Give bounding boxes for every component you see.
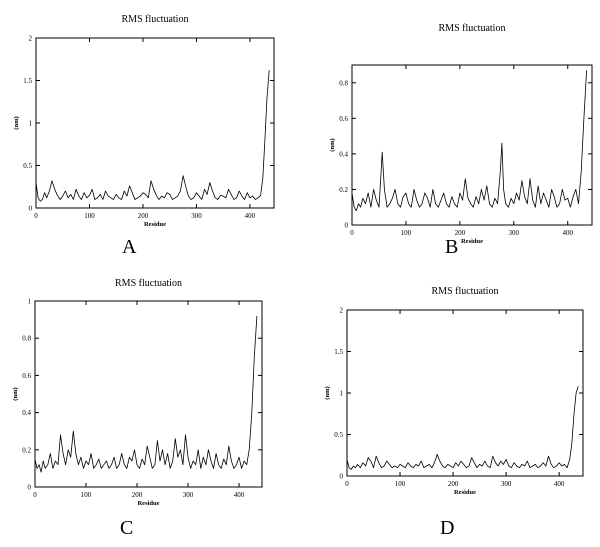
y-tick-label-c: 0.2 — [22, 446, 31, 454]
rmsf-chart-b: RMS fluctuation 0 100 200 300 400 0 0.2 0.4 0.6 0.… — [329, 23, 593, 245]
y-tick-label-a: 0.5 — [23, 162, 32, 170]
chart-title-d: RMS fluctuation — [432, 286, 499, 297]
y-axis-label-a: (nm) — [13, 116, 20, 129]
plot-frame-a — [35, 37, 275, 209]
x-tick-label-a: 0 — [34, 212, 38, 220]
x-tick-label-c: 0 — [33, 491, 37, 499]
y-tick-label-c: 0 — [28, 484, 32, 492]
panel-label-d: D — [440, 517, 455, 539]
rmsf-chart-c: RMS fluctuation 0 100 200 300 400 0 0.2 0.4 0.6 0.… — [12, 278, 263, 507]
x-tick-label-c: 300 — [183, 491, 194, 499]
x-axis-label-c: Residue — [137, 500, 159, 507]
y-tick-label-d: 1.5 — [334, 348, 343, 356]
rmsf-chart-a: RMS fluctuation 0 100 200 300 400 0 0.5 1 1.5 2 Res… — [13, 14, 275, 228]
y-tick-label-d: 1 — [340, 390, 344, 398]
y-axis-label-b: (nm) — [329, 138, 336, 151]
y-tick-label-d: 2 — [340, 307, 344, 315]
x-tick-label-c: 200 — [132, 491, 143, 499]
x-tick-label-b: 400 — [562, 229, 573, 237]
x-tick-label-b: 200 — [455, 229, 466, 237]
panel-label-b: B — [445, 236, 459, 258]
chart-panel-a: RMS fluctuation 0 100 200 300 400 0 0.5 1 1.5 2 Res… — [0, 0, 300, 265]
y-axis-label-c: (nm) — [12, 387, 19, 400]
x-tick-label-a: 300 — [191, 212, 202, 220]
y-tick-label-c: 1 — [28, 298, 32, 306]
y-tick-label-d: 0.5 — [334, 431, 343, 439]
x-tick-label-c: 400 — [234, 491, 245, 499]
x-tick-label-d: 300 — [501, 480, 512, 488]
y-axis-label-d: (nm) — [324, 386, 331, 399]
x-axis-label-d: Residue — [454, 489, 476, 496]
plot-frame-b — [351, 64, 593, 226]
x-tick-label-a: 100 — [84, 212, 95, 220]
y-tick-label-c: 0.4 — [22, 409, 31, 417]
panel-label-a: A — [122, 236, 137, 258]
chart-panel-d: RMS fluctuation 0 100 200 300 400 0 0.5 1 1.5 2 Res… — [300, 265, 600, 547]
x-tick-label-b: 100 — [401, 229, 412, 237]
y-tick-label-b: 0.6 — [339, 115, 348, 123]
rmsf-chart-d: RMS fluctuation 0 100 200 300 400 0 0.5 1 1.5 2 Res… — [324, 286, 584, 496]
chart-title-a: RMS fluctuation — [122, 14, 189, 25]
x-tick-label-a: 400 — [245, 212, 256, 220]
chart-panel-c: RMS fluctuation 0 100 200 300 400 0 0.2 0.4 0.6 0.… — [0, 265, 300, 547]
y-tick-label-c: 0.8 — [22, 335, 31, 343]
plot-frame-c — [34, 300, 263, 488]
y-tick-label-b: 0.2 — [339, 186, 348, 194]
y-tick-label-b: 0.4 — [339, 150, 348, 158]
x-tick-label-b: 0 — [350, 229, 354, 237]
rmsf-series-line-b — [351, 70, 587, 212]
x-tick-label-d: 0 — [345, 480, 349, 488]
panel-label-c: C — [120, 517, 134, 539]
x-tick-label-a: 200 — [138, 212, 149, 220]
rmsf-series-line-a — [35, 70, 270, 202]
y-tick-label-a: 1.5 — [23, 77, 32, 85]
chart-panel-b: RMS fluctuation 0 100 200 300 400 0 0.2 0.4 0.6 0.… — [300, 0, 600, 265]
x-tick-label-d: 400 — [554, 480, 565, 488]
chart-title-b: RMS fluctuation — [439, 23, 506, 34]
x-tick-label-d: 100 — [395, 480, 406, 488]
y-tick-label-a: 1 — [29, 120, 33, 128]
x-tick-label-b: 300 — [509, 229, 520, 237]
x-tick-label-d: 200 — [448, 480, 459, 488]
y-tick-label-b: 0 — [345, 222, 349, 230]
rmsf-series-line-d — [346, 386, 579, 470]
y-tick-label-a: 2 — [29, 35, 33, 43]
x-axis-label-a: Residue — [144, 221, 166, 228]
y-tick-label-c: 0.6 — [22, 372, 31, 380]
y-tick-label-a: 0 — [29, 205, 33, 213]
y-tick-label-d: 0 — [340, 473, 344, 481]
y-tick-label-b: 0.8 — [339, 79, 348, 87]
x-tick-label-c: 100 — [81, 491, 92, 499]
rmsf-series-line-c — [34, 315, 258, 473]
plot-frame-d — [346, 309, 584, 477]
chart-title-c: RMS fluctuation — [115, 278, 182, 289]
x-axis-label-b: Residue — [461, 238, 483, 245]
